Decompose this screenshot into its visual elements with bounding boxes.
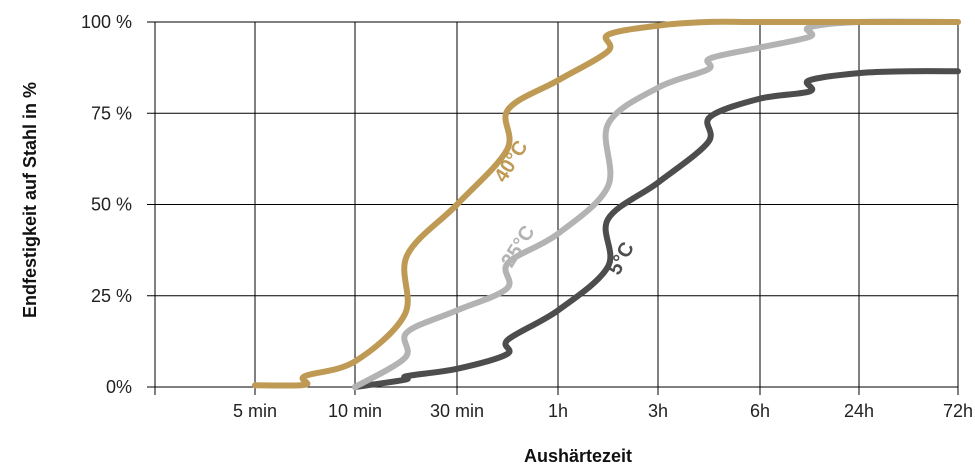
x-tick-label: 3h xyxy=(648,401,668,421)
y-tick-label: 0% xyxy=(106,377,132,397)
series-line xyxy=(352,18,961,390)
y-tick-label: 100 % xyxy=(81,12,132,32)
x-tick-label: 1h xyxy=(548,401,568,421)
x-tick-label: 24h xyxy=(844,401,874,421)
y-axis-title: Endfestigkeit auf Stahl in % xyxy=(20,82,40,318)
y-tick-labels: 0% 25 % 50 % 75 % 100 % xyxy=(81,12,132,397)
series-line xyxy=(352,68,961,390)
y-tick-label: 75 % xyxy=(91,103,132,123)
series-line xyxy=(252,18,961,389)
grid xyxy=(147,21,959,395)
y-tick-label: 50 % xyxy=(91,195,132,215)
y-tick-label: 25 % xyxy=(91,286,132,306)
x-tick-label: 5 min xyxy=(233,401,277,421)
x-axis-title: Aushärtezeit xyxy=(524,446,632,466)
x-tick-label: 72h xyxy=(943,401,973,421)
x-tick-label: 6h xyxy=(750,401,770,421)
x-tick-label: 30 min xyxy=(430,401,484,421)
curves xyxy=(252,18,961,390)
x-tick-label: 10 min xyxy=(328,401,382,421)
x-tick-labels: 5 min 10 min 30 min 1h 3h 6h 24h 72h xyxy=(233,401,973,421)
